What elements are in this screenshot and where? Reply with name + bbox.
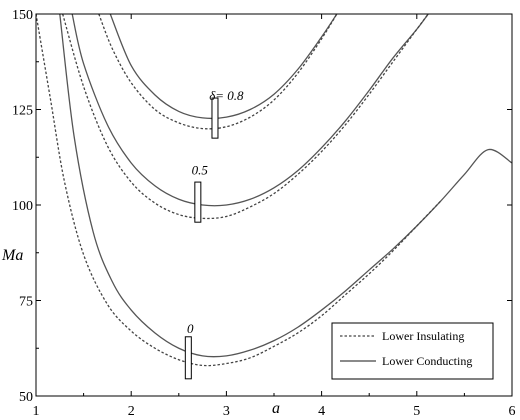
axes-layer: 1 2 3 4 5 6 50 75 100 125 150 a Ma <box>1 8 516 419</box>
legend-label-1: Lower Conducting <box>382 354 472 368</box>
y-tick-label-4: 150 <box>12 8 33 23</box>
x-tick-label-2: 3 <box>223 404 230 419</box>
x-axis-label: a <box>272 400 280 417</box>
series-line-2 <box>71 14 429 207</box>
annotation-2: 0 <box>187 321 194 336</box>
y-tick-label-0: 50 <box>19 390 33 405</box>
x-tick-label-0: 1 <box>33 404 40 419</box>
marker-0 <box>211 97 219 139</box>
y-tick-label-3: 125 <box>12 104 33 119</box>
annotation-0: δ= 0.8 <box>209 88 244 103</box>
series-line-3 <box>62 14 429 220</box>
series-layer <box>36 14 512 367</box>
x-tick-label-3: 4 <box>318 404 325 419</box>
marker-2 <box>184 336 192 380</box>
y-tick-label-1: 75 <box>19 295 33 310</box>
y-axis-label: Ma <box>1 247 23 264</box>
x-tick-label-4: 5 <box>413 404 420 419</box>
series-line-0 <box>109 14 338 120</box>
legend-label-0: Lower Insulating <box>382 329 464 343</box>
series-line-5 <box>36 14 442 367</box>
marker-layer <box>184 97 219 380</box>
y-tick-label-2: 100 <box>12 199 33 214</box>
legend: Lower Insulating Lower Conducting <box>331 322 494 380</box>
x-tick-label-1: 2 <box>128 404 135 419</box>
annotation-layer: δ= 0.8 0.5 0 <box>187 88 244 336</box>
legend-box <box>331 322 494 380</box>
annotation-1: 0.5 <box>192 162 209 177</box>
x-tick-label-5: 6 <box>509 404 516 419</box>
marker-1 <box>194 181 202 223</box>
